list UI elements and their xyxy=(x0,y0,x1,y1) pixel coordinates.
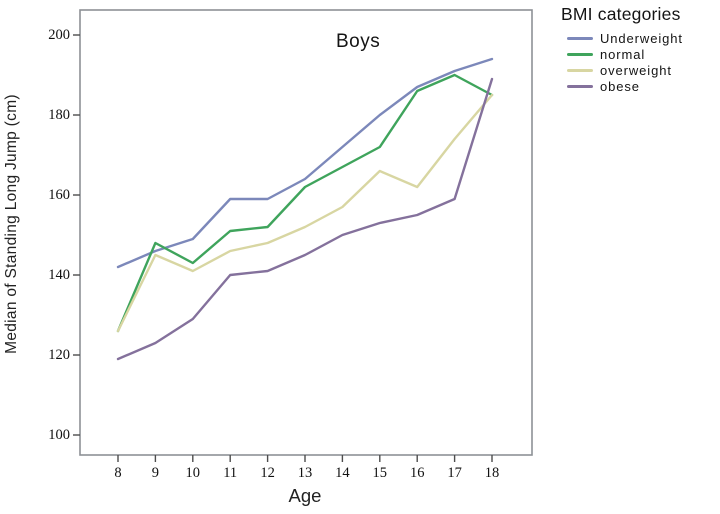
y-tick-label: 140 xyxy=(48,267,70,283)
legend-item-label: Underweight xyxy=(600,31,683,46)
legend-item-normal: normal xyxy=(567,48,683,61)
legend: BMI categories Underweight normal overweig… xyxy=(561,4,683,96)
chart-title: Boys xyxy=(336,31,381,52)
x-tick-label: 16 xyxy=(409,465,425,481)
legend-title: BMI categories xyxy=(561,4,681,24)
x-tick-label: 15 xyxy=(372,465,388,481)
legend-item-label: obese xyxy=(600,79,640,94)
series-line-overweight xyxy=(116,93,494,333)
x-tick-label: 11 xyxy=(223,465,238,481)
y-axis-title: Median of Standing Long Jump (cm) xyxy=(3,94,20,354)
x-tick-label: 13 xyxy=(297,465,313,481)
legend-item-obese: obese xyxy=(567,80,683,93)
series-line-normal xyxy=(116,73,494,333)
legend-swatch-icon xyxy=(567,85,593,88)
legend-item-underweight: Underweight xyxy=(567,32,683,45)
x-tick-label: 17 xyxy=(447,465,462,481)
y-tick-label: 200 xyxy=(48,27,70,43)
y-tick-label: 160 xyxy=(48,187,70,203)
x-tick-label: 18 xyxy=(484,465,500,481)
x-tick-label: 12 xyxy=(260,465,275,481)
legend-item-label: overweight xyxy=(600,63,672,78)
x-tick-label: 8 xyxy=(114,465,122,481)
y-tick-label: 120 xyxy=(48,347,70,363)
y-tick-label: 100 xyxy=(48,427,70,443)
legend-item-overweight: overweight xyxy=(567,64,683,77)
x-tick-label: 14 xyxy=(335,465,350,481)
x-tick-label: 9 xyxy=(151,465,160,481)
x-tick-label: 10 xyxy=(185,465,201,481)
y-tick-label: 180 xyxy=(48,107,70,123)
legend-items: Underweight normal overweight obese xyxy=(561,32,683,93)
series-line-underweight xyxy=(116,57,494,269)
plot-frame xyxy=(79,9,533,456)
legend-item-label: normal xyxy=(600,47,646,62)
legend-swatch-icon xyxy=(567,69,593,72)
legend-swatch-icon xyxy=(567,53,593,56)
legend-swatch-icon xyxy=(567,37,593,40)
series-line-obese xyxy=(116,77,494,361)
x-axis-title: Age xyxy=(288,485,322,506)
